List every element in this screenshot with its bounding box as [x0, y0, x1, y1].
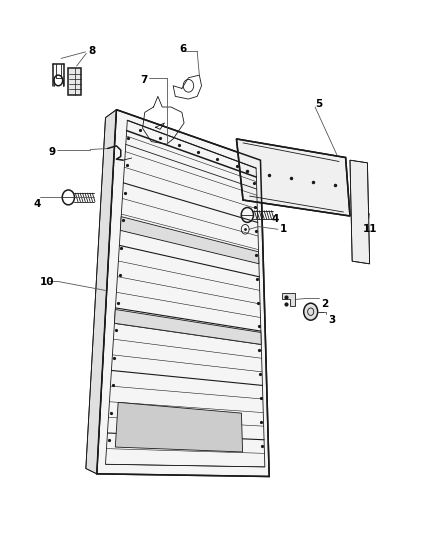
Text: 5: 5: [315, 99, 322, 109]
Text: 6: 6: [180, 44, 187, 53]
Circle shape: [304, 303, 318, 320]
Polygon shape: [86, 110, 117, 474]
Polygon shape: [68, 68, 81, 95]
Text: 9: 9: [49, 147, 56, 157]
Polygon shape: [350, 160, 370, 264]
Text: 1: 1: [280, 224, 287, 235]
Polygon shape: [114, 310, 261, 344]
Text: 11: 11: [363, 224, 378, 235]
Text: 10: 10: [40, 278, 54, 287]
Text: 7: 7: [141, 76, 148, 85]
Text: 4: 4: [33, 199, 41, 209]
Text: 3: 3: [328, 314, 336, 325]
Polygon shape: [97, 110, 269, 477]
Text: 2: 2: [321, 298, 329, 309]
Text: 4: 4: [272, 214, 279, 224]
Polygon shape: [283, 293, 295, 306]
Polygon shape: [237, 139, 350, 216]
Text: 8: 8: [88, 46, 95, 56]
Polygon shape: [115, 402, 243, 452]
Polygon shape: [120, 216, 259, 264]
